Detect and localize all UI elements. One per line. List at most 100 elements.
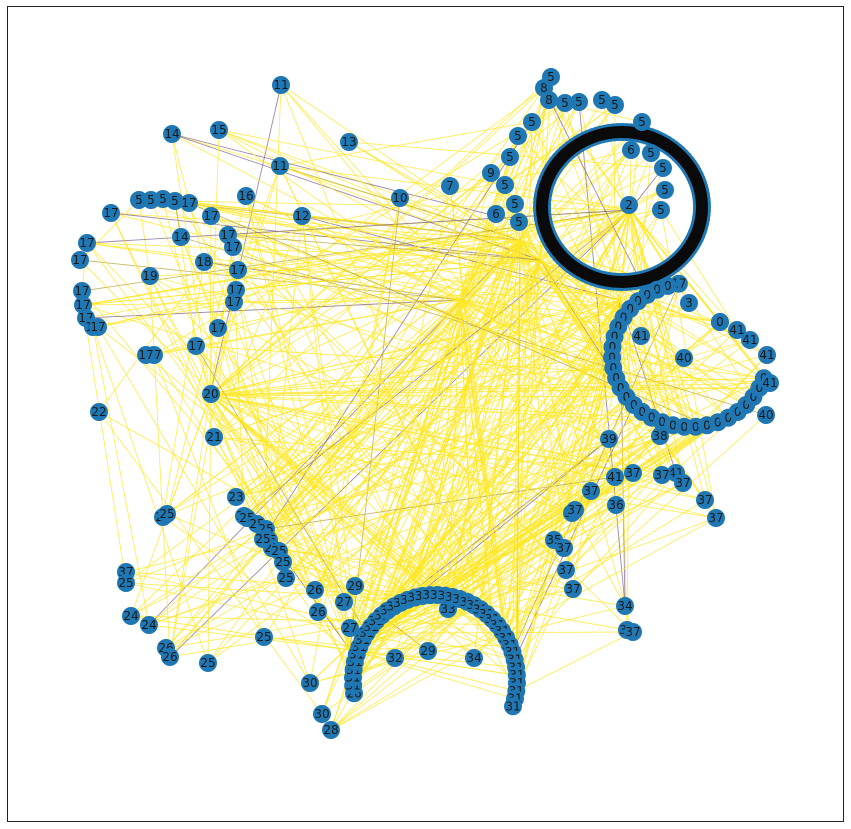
node-label: 0 [617, 381, 625, 395]
graph-node: 37 [624, 464, 642, 482]
graph-edge [130, 615, 498, 626]
node-label: 25 [118, 576, 133, 590]
graph-edge [660, 209, 738, 331]
graph-node: 25 [274, 553, 292, 571]
node-label: 28 [323, 723, 338, 737]
graph-node: 9 [482, 164, 500, 182]
graph-edge [149, 275, 284, 563]
graph-node: 16 [237, 187, 255, 205]
node-circle [254, 530, 272, 548]
graph-edge [449, 185, 516, 699]
graph-edge [110, 212, 541, 261]
graph-edge [209, 301, 235, 396]
graph-edge [97, 326, 311, 684]
graph-edge [110, 212, 280, 552]
graph-edge [171, 133, 614, 369]
graph-edge [381, 421, 663, 616]
node-label: 5 [506, 150, 514, 164]
node-circle [209, 319, 227, 337]
node-label: 14 [164, 127, 179, 141]
graph-node: 39 [600, 430, 618, 448]
graph-edge [447, 421, 719, 610]
graph-node: 11 [272, 76, 290, 94]
node-circle [102, 204, 120, 222]
node-label: 20 [203, 387, 218, 401]
graph-node: 40 [757, 406, 775, 424]
node-label: 17 [75, 298, 90, 312]
node-label: 29 [420, 644, 435, 658]
node-label: 37 [558, 563, 573, 577]
graph-edge [330, 517, 717, 731]
graph-edge [235, 377, 764, 498]
graph-node: 25 [254, 530, 272, 548]
graph-edge [162, 516, 351, 651]
graph-node: 32 [386, 649, 404, 667]
node-label: 41 [607, 470, 622, 484]
node-label: 37 [654, 468, 669, 482]
graph-edge [79, 259, 461, 301]
graph-edge [349, 321, 721, 629]
node-circle [202, 385, 220, 403]
graph-node: 6 [622, 141, 640, 159]
node-label: 0 [609, 340, 617, 354]
graph-edge [263, 239, 521, 638]
graph-node: 17 [225, 293, 243, 311]
node-circle [73, 282, 91, 300]
graph-edge [519, 239, 617, 379]
graph-edge [628, 204, 684, 484]
graph-node: 17 [224, 238, 242, 256]
graph-edge [209, 87, 545, 396]
node-circle [624, 623, 642, 641]
node-label: 0 [750, 390, 758, 404]
graph-node: 37 [674, 474, 692, 492]
graph-edge [429, 239, 521, 596]
graph-edge [203, 261, 677, 474]
node-label: 5 [647, 146, 655, 160]
node-circle [141, 267, 159, 285]
graph-edge [301, 215, 541, 261]
node-label: 5 [515, 215, 523, 229]
graph-node: 25 [158, 505, 176, 523]
node-circle [501, 148, 519, 166]
node-label: 0 [623, 390, 631, 404]
node-label: 29 [347, 579, 362, 593]
graph-node: 19 [141, 267, 159, 285]
graph-node: 5 [166, 192, 184, 210]
node-circle [606, 468, 624, 486]
graph-edge [82, 299, 461, 306]
node-label: 5 [638, 115, 646, 129]
graph-node: 13 [340, 133, 358, 151]
graph-node: 8 [540, 91, 558, 109]
node-circle [600, 430, 618, 448]
graph-node: 10 [391, 189, 409, 207]
node-circle [391, 189, 409, 207]
node-label: 17 [226, 295, 241, 309]
graph-node: 37 [557, 561, 575, 579]
graph-node: 11 [271, 157, 289, 175]
graph-node: 17 [89, 318, 107, 336]
node-label: 0 [653, 283, 661, 297]
graph-edge [400, 476, 616, 604]
graph-edge [444, 472, 634, 597]
node-label: 41 [729, 323, 744, 337]
node-label: 5 [147, 193, 155, 207]
graph-node: 17 [78, 234, 96, 252]
graph-node: 28 [322, 721, 340, 739]
graph-node: 17 [71, 251, 89, 269]
node-circle [496, 176, 514, 194]
graph-node: 20 [202, 385, 220, 403]
graph-edge [519, 239, 634, 633]
node-circle [741, 331, 759, 349]
graph-node: 2 [620, 196, 638, 214]
node-circle [482, 164, 500, 182]
graph-edge [82, 209, 662, 306]
node-circle [675, 349, 693, 367]
graph-edge [629, 209, 738, 331]
node-label: 31 [505, 699, 520, 713]
graph-node: 5 [496, 176, 514, 194]
graph-edge [209, 377, 764, 396]
graph-edge [578, 101, 661, 437]
graph-edge [245, 195, 423, 597]
graph-edge [162, 209, 631, 518]
graph-node: 17 [187, 337, 205, 355]
